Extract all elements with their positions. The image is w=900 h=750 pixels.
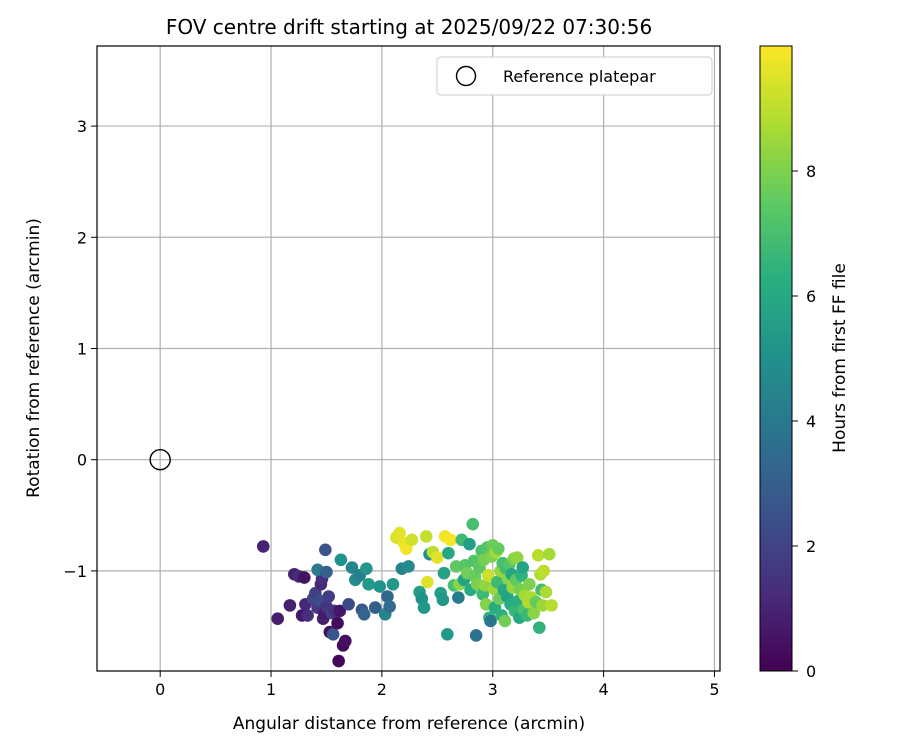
colorbar-ticks: 0 2 4 6 8 (792, 162, 816, 681)
colorbar (759, 45, 793, 672)
legend-reference-marker (455, 65, 477, 87)
y-tick-label: 0 (77, 451, 87, 470)
x-tick-label: 1 (266, 680, 276, 699)
scatter-point (510, 551, 524, 564)
scatter-point (271, 612, 284, 626)
x-axis-label: Angular distance from reference (arcmin) (233, 714, 585, 734)
scatter-point (484, 614, 497, 628)
scatter-point (339, 634, 352, 648)
y-tick-label: 2 (77, 228, 87, 247)
scatter-point (542, 547, 556, 561)
scatter-point (536, 599, 549, 612)
scatter-point (531, 549, 545, 562)
scatter-point (360, 562, 373, 575)
scatter-point (452, 591, 465, 604)
scatter-point (301, 609, 314, 622)
scatter-point (297, 571, 311, 584)
scatter-point (383, 600, 396, 613)
x-tick-label: 4 (599, 680, 609, 699)
x-axis-ticks: 0 1 2 3 4 5 (155, 671, 720, 699)
y-tick-label: 1 (77, 339, 87, 358)
scatter-point (357, 607, 371, 621)
reference-platepar-marker (149, 449, 171, 471)
y-tick-label: 3 (77, 117, 87, 136)
scatter-point (533, 621, 546, 634)
scatter-point (527, 606, 541, 620)
scatter-point (334, 553, 348, 567)
x-tick-label: 0 (155, 680, 165, 699)
scatter-point (442, 546, 455, 560)
scatter-point (437, 566, 451, 580)
plot-frame (96, 45, 721, 672)
scatter-point (539, 585, 553, 599)
scatter-point (393, 526, 406, 540)
scatter-point (436, 593, 450, 607)
scatter-point (523, 577, 536, 591)
colorbar-tick-label: 8 (806, 162, 816, 181)
scatter-point (319, 543, 332, 557)
scatter-point (386, 577, 400, 591)
legend-box (436, 56, 713, 96)
colorbar-tick-label: 0 (806, 662, 816, 681)
colorbar-label: Hours from first FF file (830, 263, 850, 453)
scatter-point (469, 629, 483, 642)
scatter-point (368, 601, 382, 614)
colorbar-tick-label: 2 (806, 537, 816, 556)
scatter-point (342, 597, 355, 611)
chart-title: FOV centre drift starting at 2025/09/22 … (166, 15, 652, 39)
scatter-point (421, 575, 434, 589)
scatter-point (405, 533, 419, 547)
colorbar-tick-label: 6 (806, 287, 816, 306)
scatter-points (256, 517, 558, 668)
scatter-point (333, 604, 347, 618)
scatter-point (417, 601, 431, 614)
scatter-point (440, 628, 454, 641)
y-axis-label: Rotation from reference (arcmin) (24, 218, 44, 498)
scatter-point (381, 590, 394, 603)
scatter-point (491, 542, 505, 555)
legend: Reference platepar (436, 56, 713, 96)
x-tick-label: 2 (377, 680, 387, 699)
y-tick-label: −1 (63, 562, 87, 581)
scatter-point (431, 551, 444, 564)
y-axis-ticks: −1 0 1 2 3 (63, 117, 97, 581)
scatter-point (373, 580, 386, 593)
scatter-point (444, 533, 457, 547)
scatter-point (419, 530, 433, 543)
scatter-point (463, 537, 476, 551)
scatter-point (331, 616, 344, 630)
scatter-point (326, 628, 340, 641)
scatter-point (466, 517, 480, 531)
scatter-point (482, 569, 495, 582)
scatter-point (362, 577, 375, 591)
legend-entry-reference-platepar: Reference platepar (503, 67, 656, 86)
gridlines (97, 46, 720, 671)
scatter-point (283, 599, 297, 612)
scatter-point (516, 561, 529, 574)
scatter-point (345, 561, 359, 574)
reference-marker-layer (149, 449, 171, 471)
scatter-point (322, 590, 335, 603)
scatter-point (402, 560, 415, 573)
colorbar-tick-label: 4 (806, 412, 816, 431)
x-tick-label: 5 (709, 680, 719, 699)
scatter-point (332, 654, 345, 668)
scatter-point (498, 614, 512, 628)
scatter-point (320, 565, 333, 579)
x-tick-label: 3 (488, 680, 498, 699)
scatter-point (256, 540, 270, 553)
scatter-point (537, 564, 551, 578)
scatter-point (545, 599, 558, 612)
